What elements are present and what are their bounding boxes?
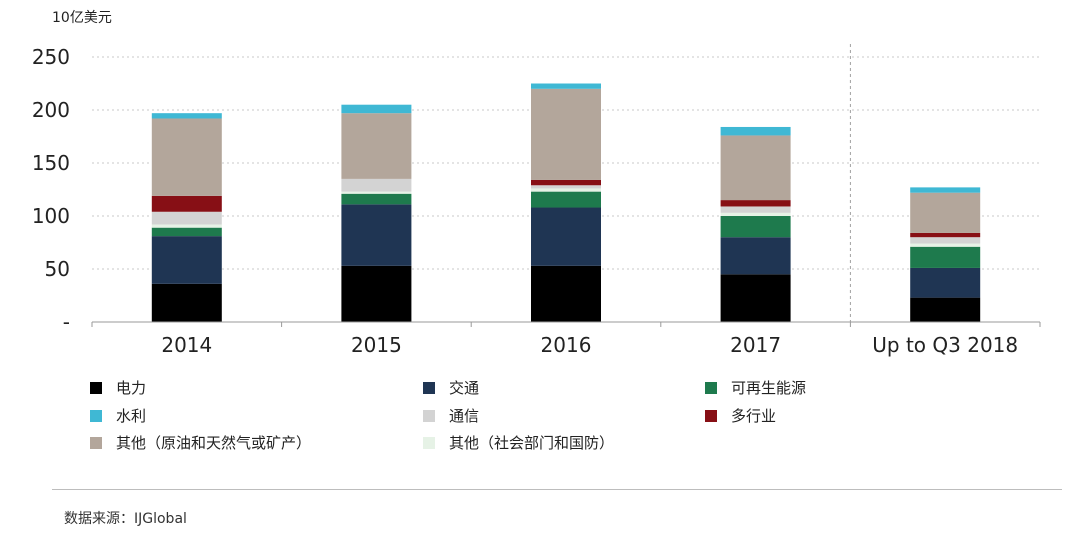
y-axis-ticks: 250 200 150 100 50 - (32, 45, 70, 334)
y-tick-label: 200 (32, 98, 70, 122)
legend-swatch (705, 381, 717, 394)
legend-label: 电力 (116, 379, 147, 397)
bar-segment (151, 211, 222, 225)
legend-swatch (90, 436, 102, 449)
x-axis (91, 44, 1041, 327)
bar-segment (531, 179, 601, 186)
y-tick-label: - (63, 310, 70, 334)
legend-swatch (705, 409, 717, 422)
bar-segment (910, 243, 981, 247)
bar-segment (341, 193, 412, 205)
bar-segment (531, 83, 601, 89)
bar-segment (341, 204, 412, 266)
legend-swatch (423, 436, 435, 449)
bar-segment (531, 185, 601, 189)
legend-label: 可再生能源 (731, 379, 807, 397)
bar-segment (910, 192, 981, 233)
x-category-label: 2017 (730, 333, 781, 357)
bar-segment (720, 237, 791, 275)
x-category-label: 2015 (351, 333, 402, 357)
bar-segment (720, 135, 791, 201)
bar-segment (910, 297, 981, 322)
legend-swatch (423, 381, 435, 394)
bar-segment (720, 274, 791, 322)
bar-segment (910, 237, 981, 244)
legend-swatch (90, 381, 102, 394)
legend-label: 水利 (116, 407, 147, 425)
legend-item: 水利 (90, 405, 146, 426)
legend-label: 其他（社会部门和国防） (449, 434, 615, 452)
bar-segment (341, 191, 412, 194)
bar-segment (341, 113, 412, 179)
legend-item: 其他（原油和天然气或矿产） (90, 432, 311, 453)
bar-segment (151, 195, 222, 212)
bar-segment (531, 88, 601, 180)
x-axis-labels: 2014 2015 2016 2017 Up to Q3 2018 (161, 333, 1018, 357)
legend-item: 多行业 (705, 405, 776, 426)
bar-segment (531, 188, 601, 192)
legend-item: 其他（社会部门和国防） (423, 432, 614, 453)
y-tick-label: 150 (32, 151, 70, 175)
legend-label: 通信 (449, 407, 480, 425)
bars (151, 83, 981, 322)
y-unit-label: 10亿美元 (52, 10, 112, 26)
legend: 电力 交通 可再生能源水利 通信 多行业其他（原油和天然气或矿产） 其他（社会部门和国防） (90, 374, 1070, 464)
source-note: 数据来源：IJGlobal (64, 511, 187, 527)
bar-segment (720, 212, 791, 216)
legend-label: 交通 (449, 379, 480, 397)
bar-segment (531, 191, 601, 208)
bar-segment (151, 113, 222, 119)
bar-segment (910, 232, 981, 238)
bar-segment (151, 227, 222, 237)
legend-item: 可再生能源 (705, 377, 806, 398)
y-tick-label: 100 (32, 204, 70, 228)
bar-segment (151, 236, 222, 284)
bar-segment (910, 246, 981, 268)
stacked-bar-chart: 10亿美元 250 200 150 100 50 - 2014 2015 2016 2017 Up… (32, 10, 1041, 357)
bar-segment (531, 207, 601, 266)
bar-segment (341, 178, 412, 192)
footer-divider (52, 489, 1062, 490)
x-category-label: 2014 (161, 333, 212, 357)
bar-segment (910, 267, 981, 298)
x-category-label: 2016 (541, 333, 592, 357)
legend-label: 其他（原油和天然气或矿产） (116, 434, 312, 452)
y-tick-label: 250 (32, 45, 70, 69)
bar-segment (151, 224, 222, 228)
legend-swatch (90, 409, 102, 422)
bar-segment (910, 187, 981, 193)
bar-segment (151, 283, 222, 322)
bar-segment (151, 118, 222, 196)
legend-swatch (423, 409, 435, 422)
y-tick-label: 50 (45, 257, 70, 281)
gridlines (92, 56, 1040, 270)
legend-item: 交通 (423, 377, 479, 398)
legend-item: 电力 (90, 377, 146, 398)
x-category-label: Up to Q3 2018 (872, 333, 1018, 357)
bar-segment (341, 104, 412, 114)
bar-segment (720, 200, 791, 207)
bar-segment (531, 265, 601, 322)
legend-label: 多行业 (731, 407, 777, 425)
bar-segment (720, 126, 791, 136)
bar-segment (341, 265, 412, 322)
legend-item: 通信 (423, 405, 479, 426)
bar-segment (720, 216, 791, 238)
bar-segment (720, 206, 791, 213)
